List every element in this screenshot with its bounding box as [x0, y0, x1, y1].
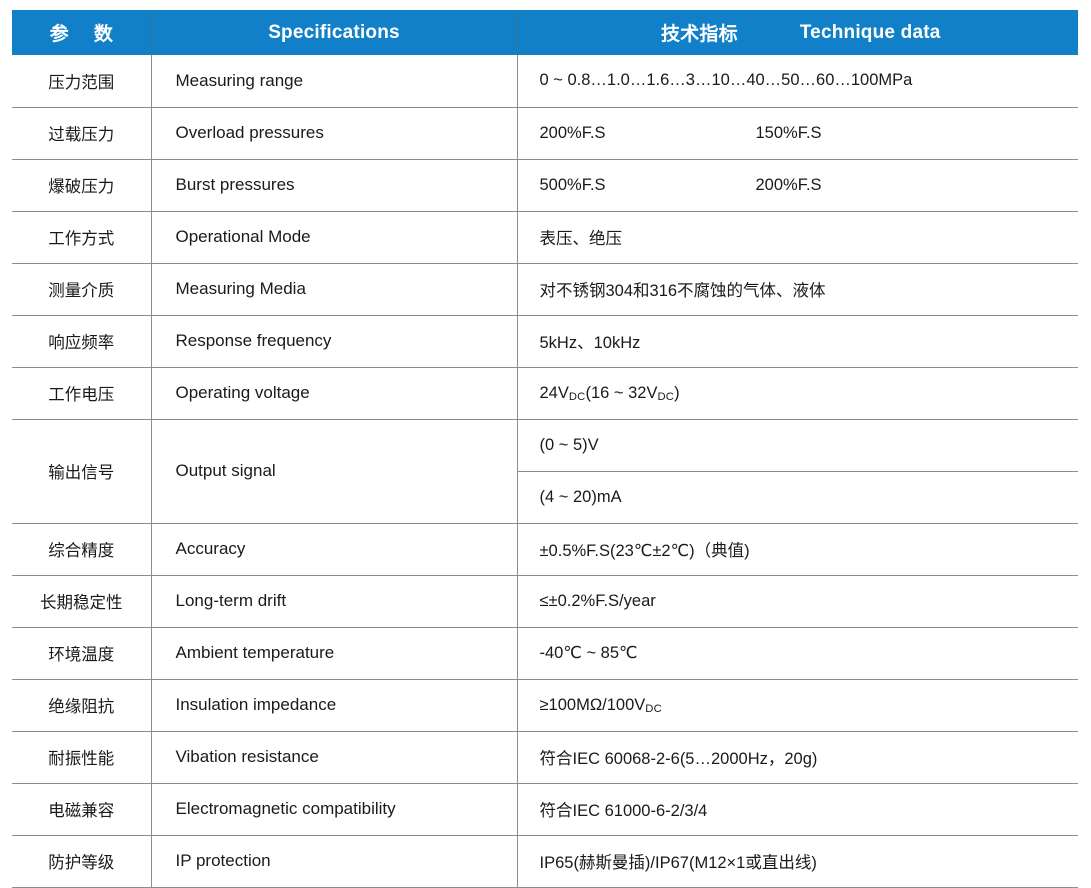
row-specification-ambient-temperature: Ambient temperature	[151, 627, 518, 680]
table-row: 输出信号 Output signal (0 ~ 5)V	[12, 419, 1078, 524]
row-specification-overload-pressures: Overload pressures	[151, 107, 518, 160]
row-specification-vibration-resistance: Vibation resistance	[151, 731, 518, 784]
column-header-specifications: Specifications	[151, 10, 518, 55]
value-overload-secondary: 150%F.S	[755, 123, 822, 142]
column-header-technique-data: 技术指标 Technique data	[517, 10, 1078, 55]
table-body: 压力范围 Measuring range 0 ~ 0.8…1.0…1.6…3…1…	[12, 55, 1079, 888]
row-value-ambient-temperature: -40℃ ~ 85℃	[517, 627, 1078, 680]
row-parameter-measuring-media: 测量介质	[12, 263, 152, 316]
row-parameter-long-term-drift: 长期稳定性	[12, 575, 152, 628]
table-row: 耐振性能 Vibation resistance 符合IEC 60068-2-6…	[12, 731, 1078, 784]
row-specification-measuring-range: Measuring range	[151, 55, 518, 108]
row-parameter-ip-protection: 防护等级	[12, 835, 152, 888]
value-burst-primary: 500%F.S	[539, 175, 606, 194]
value-pair-overload: 200%F.S 150%F.S	[540, 124, 1079, 143]
row-specification-output-signal: Output signal	[151, 419, 518, 524]
row-specification-electromagnetic-compatibility: Electromagnetic compatibility	[151, 783, 518, 836]
row-parameter-response-frequency: 响应频率	[12, 315, 152, 368]
column-header-technique-cn: 技术指标	[660, 24, 738, 45]
value-operating-voltage-prefix: 24V	[539, 383, 569, 402]
column-header-technique-en: Technique data	[799, 21, 941, 43]
row-specification-ip-protection: IP protection	[151, 835, 518, 888]
value-insulation-impedance-prefix: ≥100MΩ/100V	[539, 695, 646, 714]
table-row: 压力范围 Measuring range 0 ~ 0.8…1.0…1.6…3…1…	[12, 55, 1078, 108]
row-parameter-output-signal: 输出信号	[12, 419, 152, 524]
table-row: 工作电压 Operating voltage 24VDC(16 ~ 32VDC)	[12, 367, 1078, 420]
table-row: 响应频率 Response frequency 5kHz、10kHz	[12, 315, 1078, 368]
row-specification-measuring-media: Measuring Media	[151, 263, 518, 316]
row-specification-operating-voltage: Operating voltage	[151, 367, 518, 420]
table-row: 综合精度 Accuracy ±0.5%F.S(23℃±2℃)（典值)	[12, 523, 1078, 576]
table-row: 绝缘阻抗 Insulation impedance ≥100MΩ/100VDC	[12, 679, 1078, 732]
row-parameter-accuracy: 综合精度	[12, 523, 152, 576]
row-parameter-ambient-temperature: 环境温度	[12, 627, 152, 680]
value-operating-voltage-suffix: )	[674, 383, 680, 402]
row-parameter-vibration-resistance: 耐振性能	[12, 731, 152, 784]
row-parameter-operational-mode: 工作方式	[12, 211, 152, 264]
row-parameter-overload-pressures: 过载压力	[12, 107, 152, 160]
value-overload-primary: 200%F.S	[539, 123, 606, 142]
specification-table: 参 数 Specifications 技术指标 Technique data 压…	[12, 10, 1078, 888]
value-pair-burst: 500%F.S 200%F.S	[540, 176, 1079, 195]
row-value-ip-protection: IP65(赫斯曼插)/IP67(M12×1或直出线)	[517, 835, 1078, 888]
value-operating-voltage-mid: (16 ~ 32V	[585, 383, 658, 402]
row-specification-accuracy: Accuracy	[151, 523, 518, 576]
row-value-measuring-range: 0 ~ 0.8…1.0…1.6…3…10…40…50…60…100MPa	[517, 55, 1078, 108]
value-insulation-impedance-sub-dc: DC	[645, 702, 662, 715]
value-operating-voltage-sub-dc-1: DC	[568, 390, 586, 403]
row-specification-long-term-drift: Long-term drift	[151, 575, 518, 628]
table-row: 工作方式 Operational Mode 表压、绝压	[12, 211, 1078, 264]
row-specification-operational-mode: Operational Mode	[151, 211, 518, 264]
table-row: (4 ~ 20)mA	[12, 471, 1078, 524]
column-header-parameter-label: 参 数	[49, 24, 123, 45]
column-header-specifications-label: Specifications	[268, 21, 400, 43]
table-row: 电磁兼容 Electromagnetic compatibility 符合IEC…	[12, 783, 1078, 836]
value-insulation-impedance-expression: ≥100MΩ/100VDC	[539, 695, 662, 715]
row-value-operating-voltage: 24VDC(16 ~ 32VDC)	[517, 367, 1078, 420]
row-value-output-signal-current: (4 ~ 20)mA	[517, 471, 1078, 524]
specification-sheet: 参 数 Specifications 技术指标 Technique data 压…	[12, 10, 1078, 888]
column-header-technique-group: 技术指标 Technique data	[518, 19, 1079, 46]
row-value-response-frequency: 5kHz、10kHz	[517, 315, 1078, 368]
row-value-output-signal-voltage: (0 ~ 5)V	[517, 419, 1078, 472]
row-value-vibration-resistance: 符合IEC 60068-2-6(5…2000Hz，20g)	[517, 731, 1078, 784]
table-row: 过载压力 Overload pressures 200%F.S 150%F.S	[12, 107, 1079, 160]
row-value-long-term-drift: ≤±0.2%F.S/year	[517, 575, 1078, 628]
row-value-burst-pressures: 500%F.S 200%F.S	[517, 159, 1079, 212]
row-value-electromagnetic-compatibility: 符合IEC 61000-6-2/3/4	[517, 783, 1078, 836]
table-row: 爆破压力 Burst pressures 500%F.S 200%F.S	[12, 159, 1079, 212]
row-parameter-burst-pressures: 爆破压力	[12, 159, 152, 212]
row-parameter-insulation-impedance: 绝缘阻抗	[12, 679, 152, 732]
row-specification-response-frequency: Response frequency	[151, 315, 518, 368]
header-row: 参 数 Specifications 技术指标 Technique data	[12, 10, 1078, 55]
row-specification-insulation-impedance: Insulation impedance	[151, 679, 518, 732]
row-specification-burst-pressures: Burst pressures	[151, 159, 518, 212]
row-value-operational-mode: 表压、绝压	[517, 211, 1078, 264]
table-row: 防护等级 IP protection IP65(赫斯曼插)/IP67(M12×1…	[12, 835, 1078, 888]
value-operating-voltage-expression: 24VDC(16 ~ 32VDC)	[539, 383, 680, 403]
table-row: 测量介质 Measuring Media 对不锈钢304和316不腐蚀的气体、液…	[12, 263, 1078, 316]
value-burst-secondary: 200%F.S	[755, 175, 822, 194]
row-parameter-electromagnetic-compatibility: 电磁兼容	[12, 783, 152, 836]
row-value-measuring-media: 对不锈钢304和316不腐蚀的气体、液体	[517, 263, 1078, 316]
value-operating-voltage-sub-dc-2: DC	[657, 390, 675, 403]
row-value-insulation-impedance: ≥100MΩ/100VDC	[517, 679, 1078, 732]
row-value-accuracy: ±0.5%F.S(23℃±2℃)（典值)	[517, 523, 1078, 576]
row-parameter-measuring-range: 压力范围	[12, 55, 152, 108]
table-row: 环境温度 Ambient temperature -40℃ ~ 85℃	[12, 627, 1078, 680]
table-header: 参 数 Specifications 技术指标 Technique data	[12, 10, 1078, 55]
table-row: 长期稳定性 Long-term drift ≤±0.2%F.S/year	[12, 575, 1078, 628]
row-parameter-operating-voltage: 工作电压	[12, 367, 152, 420]
row-value-overload-pressures: 200%F.S 150%F.S	[517, 107, 1079, 160]
column-header-parameter: 参 数	[12, 10, 152, 55]
